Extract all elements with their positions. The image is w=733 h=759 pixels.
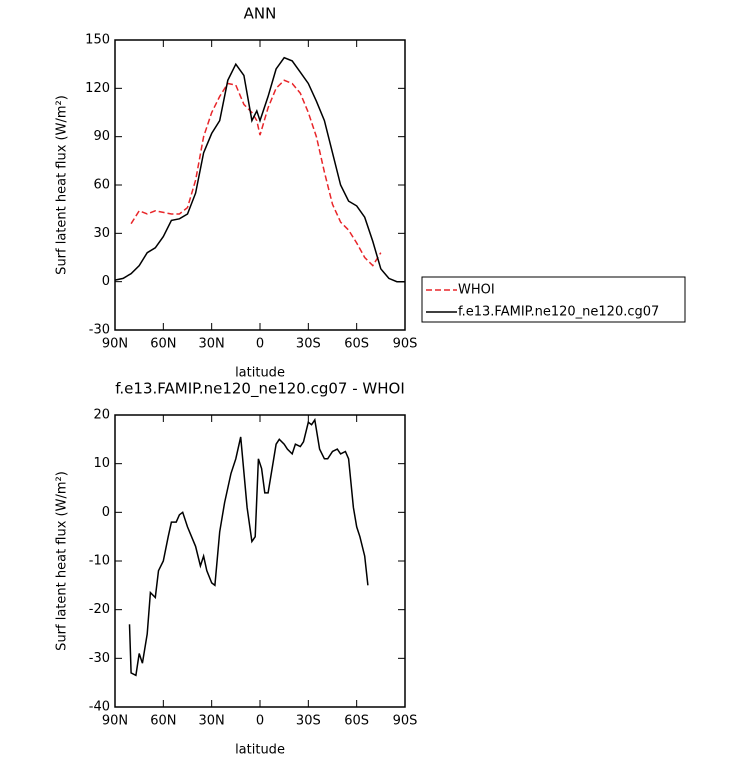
y-tick-label: 0 xyxy=(102,505,110,520)
x-axis-label: latitude xyxy=(235,366,285,381)
x-tick-label: 90N xyxy=(102,337,128,352)
data-line xyxy=(128,417,369,677)
x-tick-label: 0 xyxy=(256,714,264,729)
chart-title: f.e13.FAMIP.ne120_ne120.cg07 - WHOI xyxy=(115,380,405,399)
legend-label: WHOI xyxy=(458,283,495,298)
y-tick-label: -10 xyxy=(89,554,110,569)
x-tick-label: 30N xyxy=(199,714,225,729)
y-tick-label: 150 xyxy=(85,33,110,48)
x-tick-label: 90N xyxy=(102,714,128,729)
data-line xyxy=(130,79,382,267)
y-axis-label: Surf latent heat flux (W/m²) xyxy=(55,95,70,275)
x-tick-label: 90S xyxy=(393,337,418,352)
y-tick-label: 20 xyxy=(93,408,110,423)
y-axis-label: Surf latent heat flux (W/m²) xyxy=(55,471,70,651)
x-axis-label: latitude xyxy=(235,743,285,758)
legend-label: f.e13.FAMIP.ne120_ne120.cg07 xyxy=(458,305,659,320)
y-tick-label: 60 xyxy=(93,178,110,193)
y-tick-label: -30 xyxy=(89,323,110,338)
x-tick-label: 60N xyxy=(150,714,176,729)
y-tick-label: -40 xyxy=(89,700,110,715)
x-tick-label: 60N xyxy=(150,337,176,352)
x-tick-label: 30N xyxy=(199,337,225,352)
x-tick-label: 0 xyxy=(256,337,264,352)
legend-box xyxy=(421,276,686,323)
plot-frame xyxy=(114,39,406,331)
data-line xyxy=(114,56,405,283)
x-tick-label: 30S xyxy=(296,337,321,352)
y-tick-label: 120 xyxy=(85,81,110,96)
y-tick-label: -20 xyxy=(89,602,110,617)
plot-frame xyxy=(114,414,406,708)
y-tick-label: 0 xyxy=(102,274,110,289)
x-tick-label: 30S xyxy=(296,714,321,729)
chart-title: ANN xyxy=(244,5,277,23)
y-tick-label: 30 xyxy=(93,226,110,241)
x-tick-label: 60S xyxy=(344,714,369,729)
y-tick-label: 10 xyxy=(93,456,110,471)
y-tick-label: -30 xyxy=(89,651,110,666)
y-tick-label: 90 xyxy=(93,129,110,144)
x-tick-label: 60S xyxy=(344,337,369,352)
x-tick-label: 90S xyxy=(393,714,418,729)
